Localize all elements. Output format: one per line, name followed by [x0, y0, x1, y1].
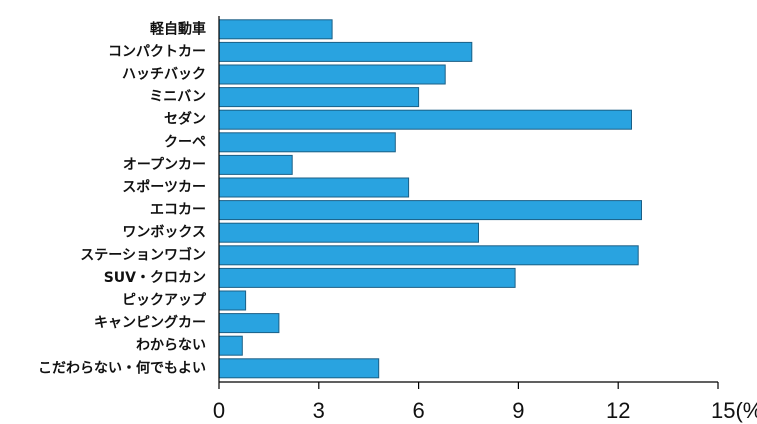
category-labels: 軽自動車コンパクトカーハッチバックミニバンセダンクーペオープンカースポーツカーエ… — [38, 20, 207, 376]
category-label: コンパクトカー — [108, 44, 206, 60]
bar — [218, 109, 632, 130]
category-label: セダン — [164, 111, 206, 128]
bar — [218, 132, 396, 153]
x-tick-label: 15(%) — [711, 398, 757, 423]
category-label: ハッチバック — [122, 67, 206, 83]
bar — [218, 358, 380, 379]
x-tick-label: 6 — [412, 398, 424, 423]
bar — [218, 267, 516, 288]
category-label: こだわらない・何でもよい — [38, 359, 206, 376]
category-label: SUV・クロカン — [104, 270, 206, 286]
bar — [218, 41, 473, 62]
category-label: キャンピングカー — [94, 314, 206, 331]
x-tick-label: 9 — [512, 398, 524, 423]
category-label: ミニバン — [149, 89, 206, 105]
bar — [218, 87, 420, 108]
bar — [218, 154, 293, 175]
bars-group — [218, 19, 642, 379]
category-label: エコカー — [150, 202, 206, 218]
category-label: わからない — [136, 338, 206, 354]
category-label: クーペ — [164, 134, 206, 150]
bar — [218, 64, 446, 85]
x-tick-label: 3 — [313, 398, 325, 423]
category-label: ワンボックス — [122, 225, 206, 241]
bar — [218, 335, 243, 356]
x-tick-label: 12 — [606, 398, 630, 423]
bar — [218, 222, 479, 243]
bar — [218, 200, 642, 221]
bar — [218, 290, 247, 311]
category-label: ステーションワゴン — [80, 246, 206, 263]
category-label: オープンカー — [123, 157, 206, 173]
x-tick-label: 0 — [213, 398, 225, 423]
category-label: スポーツカー — [122, 179, 206, 196]
category-label: ピックアップ — [122, 293, 207, 309]
bar — [218, 19, 333, 40]
x-axis-ticks: 0 3 6 9 12 15(%) — [213, 382, 757, 423]
bar — [218, 245, 639, 266]
bar — [218, 177, 410, 198]
bar — [218, 313, 280, 334]
category-label: 軽自動車 — [150, 20, 206, 37]
